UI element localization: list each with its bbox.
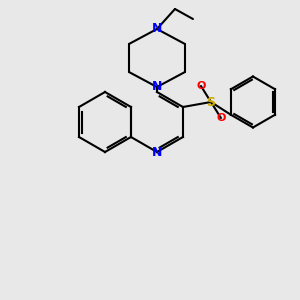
Text: S: S xyxy=(206,95,215,109)
Text: N: N xyxy=(152,22,162,35)
Text: N: N xyxy=(152,80,162,94)
Text: O: O xyxy=(216,113,226,123)
Text: N: N xyxy=(152,146,162,158)
Text: O: O xyxy=(196,81,206,91)
